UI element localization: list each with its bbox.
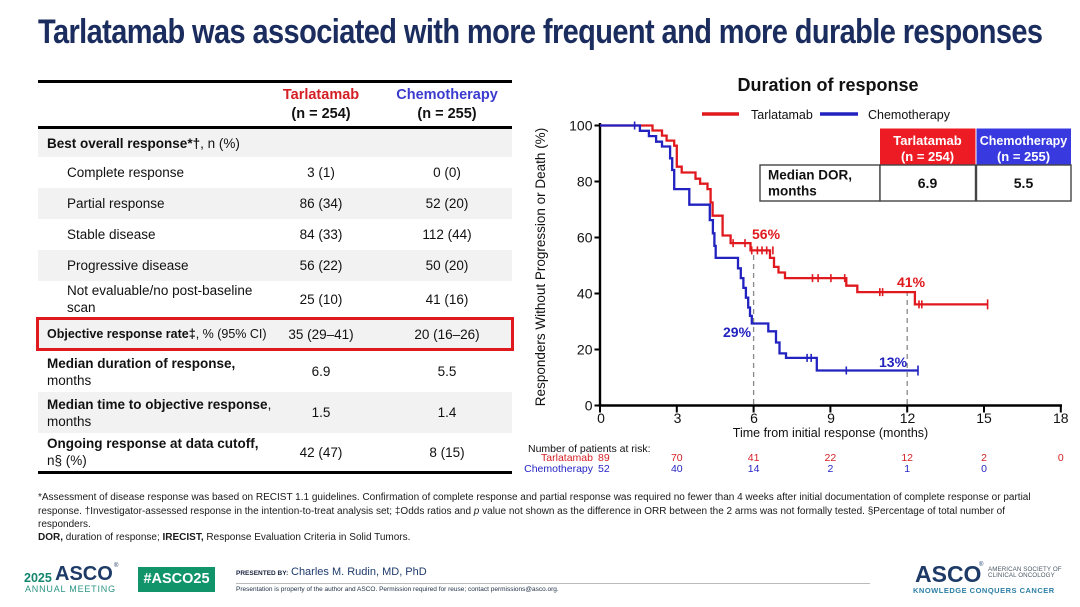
svg-text:60: 60 xyxy=(577,230,593,246)
svg-text:22: 22 xyxy=(825,452,837,464)
svg-text:Duration of response: Duration of response xyxy=(737,75,918,95)
svg-text:70: 70 xyxy=(671,452,683,464)
svg-text:52: 52 xyxy=(598,463,610,475)
svg-text:Number of patients at risk:: Number of patients at risk: xyxy=(528,443,651,455)
svg-text:29%: 29% xyxy=(723,324,752,340)
svg-text:0: 0 xyxy=(1058,452,1064,464)
svg-text:(n = 254): (n = 254) xyxy=(901,149,954,164)
svg-text:Chemotherapy: Chemotherapy xyxy=(868,108,951,122)
svg-text:12: 12 xyxy=(901,452,913,464)
svg-text:89: 89 xyxy=(598,452,610,464)
svg-text:13%: 13% xyxy=(879,354,908,370)
svg-text:(n = 255): (n = 255) xyxy=(997,149,1050,164)
svg-text:Chemotherapy: Chemotherapy xyxy=(980,134,1068,148)
svg-text:0: 0 xyxy=(597,410,605,426)
svg-text:3: 3 xyxy=(674,410,682,426)
svg-text:6.9: 6.9 xyxy=(918,175,938,191)
svg-text:41%: 41% xyxy=(897,274,926,290)
svg-text:80: 80 xyxy=(577,174,593,190)
svg-text:100: 100 xyxy=(569,118,593,134)
svg-text:56%: 56% xyxy=(752,226,781,242)
svg-text:41: 41 xyxy=(748,452,760,464)
svg-text:20: 20 xyxy=(577,342,593,358)
svg-text:Tarlatamab: Tarlatamab xyxy=(893,133,961,148)
svg-text:5.5: 5.5 xyxy=(1014,175,1034,191)
svg-text:0: 0 xyxy=(981,463,987,475)
svg-text:1: 1 xyxy=(904,463,910,475)
svg-text:Median DOR,: Median DOR, xyxy=(768,168,852,183)
svg-text:0: 0 xyxy=(585,398,593,414)
svg-text:14: 14 xyxy=(748,463,760,475)
svg-text:6: 6 xyxy=(750,410,758,426)
svg-text:Time from initial response (mo: Time from initial response (months) xyxy=(733,426,928,440)
svg-text:2: 2 xyxy=(827,463,833,475)
svg-text:9: 9 xyxy=(827,410,835,426)
svg-text:Responders Without Progression: Responders Without Progression or Death … xyxy=(533,128,548,406)
svg-text:40: 40 xyxy=(671,463,683,475)
svg-text:months: months xyxy=(768,184,817,199)
svg-text:15: 15 xyxy=(976,410,992,426)
svg-text:Tarlatamab: Tarlatamab xyxy=(541,452,593,464)
svg-text:Tarlatamab: Tarlatamab xyxy=(751,108,813,122)
svg-text:Chemotherapy: Chemotherapy xyxy=(524,463,594,475)
svg-text:18: 18 xyxy=(1053,410,1069,426)
svg-text:40: 40 xyxy=(577,286,593,302)
svg-text:2: 2 xyxy=(981,452,987,464)
svg-text:12: 12 xyxy=(900,410,916,426)
